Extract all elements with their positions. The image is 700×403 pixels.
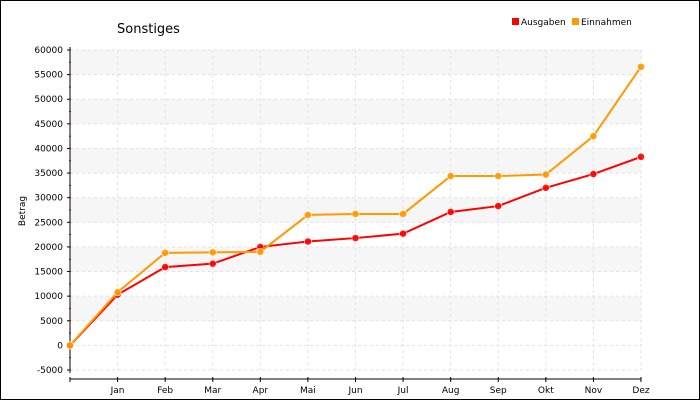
x-tick-label: Jan bbox=[110, 386, 125, 396]
data-point-einnahmen bbox=[637, 62, 645, 71]
legend-swatch-ausgaben bbox=[512, 18, 519, 25]
data-point-ausgaben bbox=[208, 259, 217, 268]
tick-labels: -5000 0 5000 10000 15000 20000 25000 30000 35000… bbox=[34, 46, 650, 396]
y-tick-label: 15000 bbox=[34, 268, 63, 278]
y-tick-label: -5000 bbox=[37, 366, 63, 376]
x-tick-label: Apr bbox=[253, 386, 269, 396]
legend-swatch-einnahmen bbox=[572, 18, 579, 25]
data-point-einnahmen bbox=[113, 288, 122, 297]
axes bbox=[67, 47, 642, 382]
legend-label-einnahmen: Einnahmen bbox=[581, 18, 632, 28]
y-tick-label: 50000 bbox=[34, 95, 63, 105]
y-tick-label: 45000 bbox=[34, 120, 63, 130]
legend-label-ausgaben: Ausgaben bbox=[521, 18, 566, 28]
chart-title: Sonstiges bbox=[117, 22, 180, 37]
y-axis-label: Betrag bbox=[18, 196, 28, 226]
data-point-ausgaben bbox=[399, 229, 407, 238]
data-point-einnahmen bbox=[589, 132, 598, 141]
x-tick-label: Nov bbox=[585, 386, 603, 396]
grid-lines bbox=[70, 49, 642, 371]
data-point-einnahmen bbox=[446, 172, 455, 180]
y-tick-label: 25000 bbox=[34, 218, 63, 228]
y-tick-label: 40000 bbox=[34, 144, 63, 154]
data-point-ausgaben bbox=[161, 263, 170, 272]
x-tick-label: Mai bbox=[300, 386, 316, 396]
data-point-ausgaben bbox=[637, 152, 645, 161]
x-tick-label: Aug bbox=[442, 386, 460, 396]
data-point-einnahmen bbox=[256, 247, 265, 256]
y-tick-label: 30000 bbox=[34, 194, 63, 204]
legend: Ausgaben Einnahmen bbox=[512, 18, 632, 28]
series-group bbox=[66, 62, 645, 350]
x-tick-label: Mar bbox=[204, 386, 221, 396]
data-point-einnahmen bbox=[494, 172, 503, 180]
y-tick-label: 55000 bbox=[34, 71, 63, 81]
data-point-ausgaben bbox=[351, 234, 360, 242]
data-point-ausgaben bbox=[446, 208, 455, 216]
data-point-einnahmen bbox=[161, 248, 170, 257]
x-tick-label: Okt bbox=[538, 386, 554, 396]
x-tick-label: Jul bbox=[397, 386, 409, 396]
y-tick-label: 5000 bbox=[40, 317, 63, 327]
x-tick-label: Sep bbox=[490, 386, 507, 396]
data-point-einnahmen bbox=[541, 170, 550, 179]
y-tick-label: 10000 bbox=[34, 292, 63, 302]
x-tick-label: Feb bbox=[157, 386, 173, 396]
data-point-einnahmen bbox=[304, 211, 312, 219]
y-tick-label: 20000 bbox=[34, 243, 63, 253]
y-tick-label: 0 bbox=[57, 341, 63, 351]
data-point-einnahmen bbox=[399, 210, 407, 218]
data-point-einnahmen bbox=[208, 248, 217, 257]
y-tick-label: 60000 bbox=[34, 46, 63, 56]
data-point-einnahmen bbox=[66, 341, 74, 350]
data-point-einnahmen bbox=[351, 210, 360, 218]
y-tick-label: 35000 bbox=[34, 169, 63, 179]
x-tick-label: Dez bbox=[632, 386, 649, 396]
data-point-ausgaben bbox=[494, 202, 503, 210]
data-point-ausgaben bbox=[541, 183, 550, 192]
data-point-ausgaben bbox=[589, 170, 598, 178]
data-point-ausgaben bbox=[304, 237, 312, 246]
x-tick-label: Jun bbox=[347, 386, 362, 396]
